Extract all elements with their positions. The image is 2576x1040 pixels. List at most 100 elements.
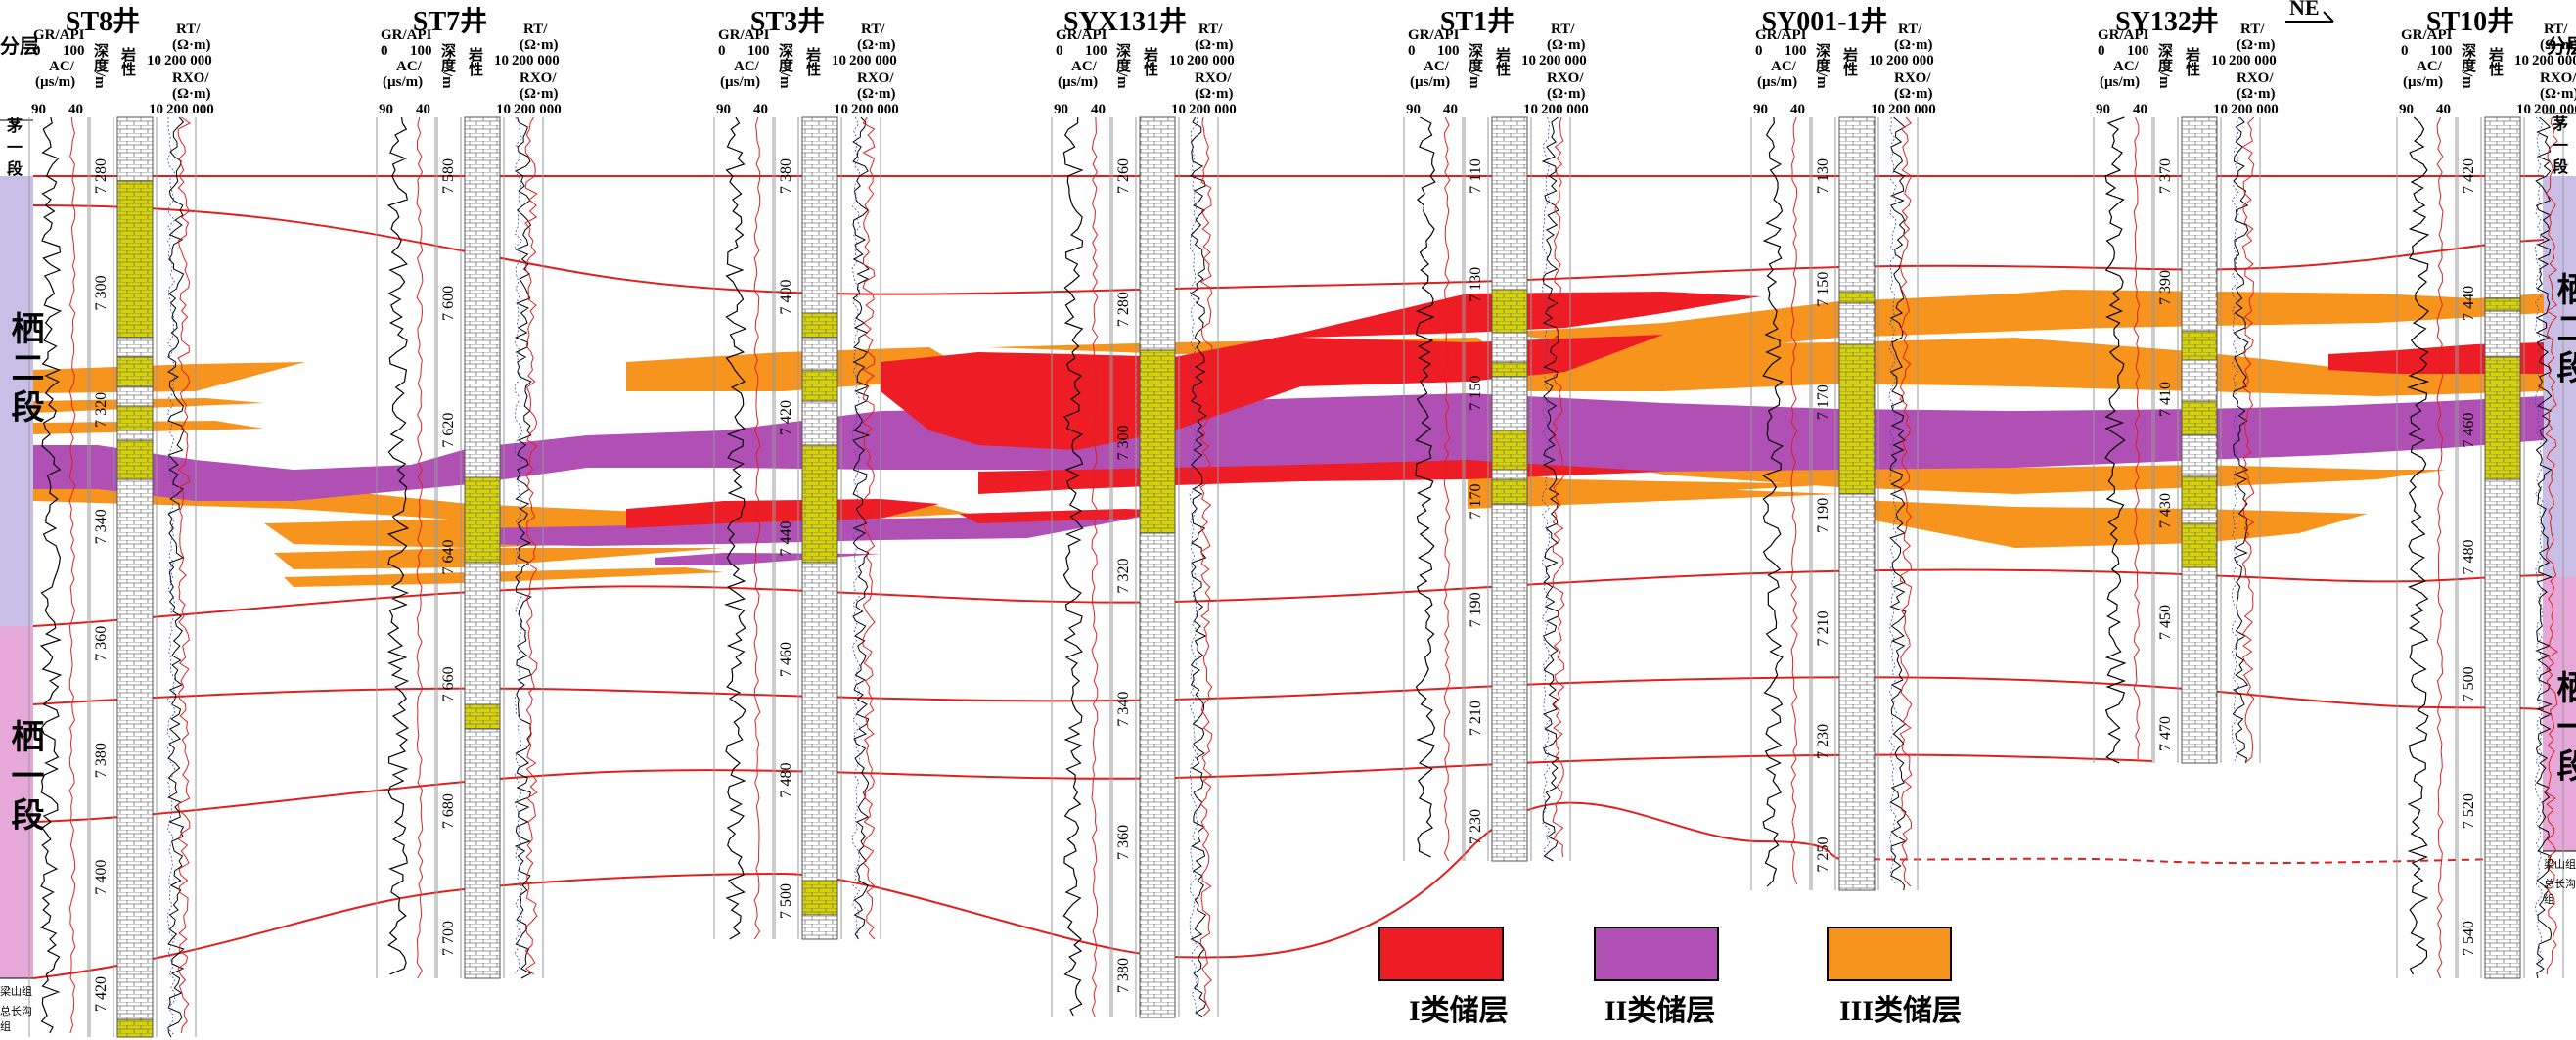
depth-label: 7 300: [93, 275, 110, 310]
rxo-unit: (Ω·m): [2237, 86, 2276, 102]
reservoir-bands: [33, 290, 2544, 587]
legend-swatch-class3: [1827, 927, 1952, 981]
rt-header: RT/: [1551, 22, 1575, 37]
well-name: SYX131井: [1062, 7, 1188, 37]
zone-qi2-right: 栖二段: [2552, 272, 2576, 389]
depth-header: 深度/m: [2460, 43, 2475, 89]
gr-range-max: 100: [63, 43, 85, 59]
res-range-max: 200 000: [2229, 53, 2277, 68]
depth-label: 7 230: [1468, 809, 1484, 844]
depth-label: 7 340: [1115, 692, 1132, 727]
res-range-min-2: 10: [2213, 102, 2228, 117]
ac-unit: (µs/m): [1058, 74, 1099, 90]
depth-label: 7 300: [1115, 425, 1132, 460]
depth-label: 7 380: [778, 158, 794, 194]
depth-label: 7 380: [1115, 958, 1132, 993]
rt-header: RT/: [176, 22, 201, 37]
well-name: ST10井: [2425, 7, 2515, 37]
res-range-max: 200 000: [849, 53, 897, 68]
depth-label: 7 390: [2157, 270, 2174, 305]
rt-header: RT/: [1898, 22, 1922, 37]
rt-unit: (Ω·m): [520, 37, 559, 53]
depth-label: 7 360: [93, 626, 110, 661]
gr-range-max: 100: [2127, 43, 2149, 59]
gr-header: GR/API: [1056, 27, 1107, 43]
depth-label: 7 440: [2461, 286, 2477, 321]
ac-range-min: 90: [31, 102, 46, 117]
res-range-max-2: 200 000: [2231, 102, 2279, 117]
res-range-min-2: 10: [496, 102, 511, 117]
res-range-min: 10: [2514, 53, 2529, 68]
res-range-min-2: 10: [1523, 102, 1538, 117]
gr-range-min: 0: [1056, 43, 1063, 59]
rt-header: RT/: [2240, 22, 2265, 37]
ac-header: AC/: [49, 59, 74, 74]
gr-header: GR/API: [2098, 27, 2149, 43]
rt-unit: (Ω·m): [2237, 37, 2276, 53]
depth-label: 7 420: [93, 976, 110, 1012]
res-range-min-2: 10: [834, 102, 848, 117]
res-range-min-2: 10: [1171, 102, 1186, 117]
res-range-max-2: 200 000: [1888, 102, 1936, 117]
depth-label: 7 420: [778, 400, 794, 435]
gr-range-min: 0: [33, 43, 41, 59]
gr-header: GR/API: [1755, 27, 1807, 43]
res-range-min: 10: [832, 53, 846, 68]
zone-zong-left: 总长沟组: [0, 1006, 32, 1033]
depth-label: 7 600: [440, 286, 457, 321]
direction-label: NE: [2289, 0, 2320, 20]
depth-label: 7 520: [2461, 793, 2477, 829]
rt-unit: (Ω·m): [1894, 37, 1933, 53]
depth-label: 7 460: [778, 642, 794, 677]
depth-label: 7 250: [1815, 837, 1831, 873]
well-4: 7 110 7 130 7 150 7 170 7 190 7 210 7 230: [1403, 116, 1571, 862]
depth-label: 7 410: [2157, 382, 2174, 417]
rt-unit: (Ω·m): [172, 37, 211, 53]
depth-label: 7 170: [1468, 484, 1484, 520]
depth-label: 7 480: [2461, 540, 2477, 575]
depth-label: 7 150: [1468, 376, 1484, 411]
lith-header: 岩性: [119, 47, 135, 76]
rt-unit: (Ω·m): [857, 37, 896, 53]
ac-header: AC/: [2113, 59, 2139, 74]
ac-header: AC/: [734, 59, 759, 74]
depth-label: 7 210: [1468, 701, 1484, 736]
depth-label: 7 460: [2461, 413, 2477, 448]
depth-label: 7 280: [1115, 292, 1132, 327]
legend-label-class3: III类储层: [1839, 995, 1963, 1027]
rxo-header: RXO/: [172, 70, 209, 86]
res-range-max-2: 200 000: [2534, 102, 2576, 117]
res-range-min: 10: [147, 53, 161, 68]
rxo-unit: (Ω·m): [172, 86, 211, 102]
rxo-header: RXO/: [1195, 70, 1232, 86]
depth-label: 7 150: [1815, 272, 1831, 307]
well-name: ST3井: [749, 7, 826, 37]
depth-label: 7 400: [93, 860, 110, 895]
res-range-max: 200 000: [164, 53, 212, 68]
ac-range-max: 40: [416, 102, 430, 117]
ac-range-max: 40: [2133, 102, 2147, 117]
legend-label-class2: II类储层: [1604, 995, 1716, 1027]
res-range-max: 200 000: [1886, 53, 1934, 68]
rt-unit: (Ω·m): [1195, 37, 1234, 53]
depth-label: 7 380: [93, 743, 110, 778]
lith-header: 岩性: [1494, 47, 1510, 76]
legend-label-class1: I类储层: [1409, 995, 1509, 1027]
depth-label: 7 260: [1115, 158, 1132, 194]
depth-label: 7 480: [778, 763, 794, 798]
layer-header-right: 分层: [2547, 36, 2576, 58]
rt-header: RT/: [523, 22, 548, 37]
depth-label: 7 340: [93, 509, 110, 544]
zone-mao-right: 茅一段: [2550, 115, 2566, 180]
depth-label: 7 660: [440, 666, 457, 701]
rxo-unit: (Ω·m): [520, 86, 559, 102]
legend-swatch-class2: [1594, 927, 1719, 981]
rt-unit: (Ω·m): [2540, 37, 2576, 53]
ac-range-max: 40: [2436, 102, 2451, 117]
qi2-zone-bar-left: [0, 176, 33, 626]
res-range-min: 10: [1521, 53, 1536, 68]
gr-range-min: 0: [2401, 43, 2409, 59]
gr-range-min: 0: [1755, 43, 1763, 59]
ac-range-min: 90: [2096, 102, 2110, 117]
